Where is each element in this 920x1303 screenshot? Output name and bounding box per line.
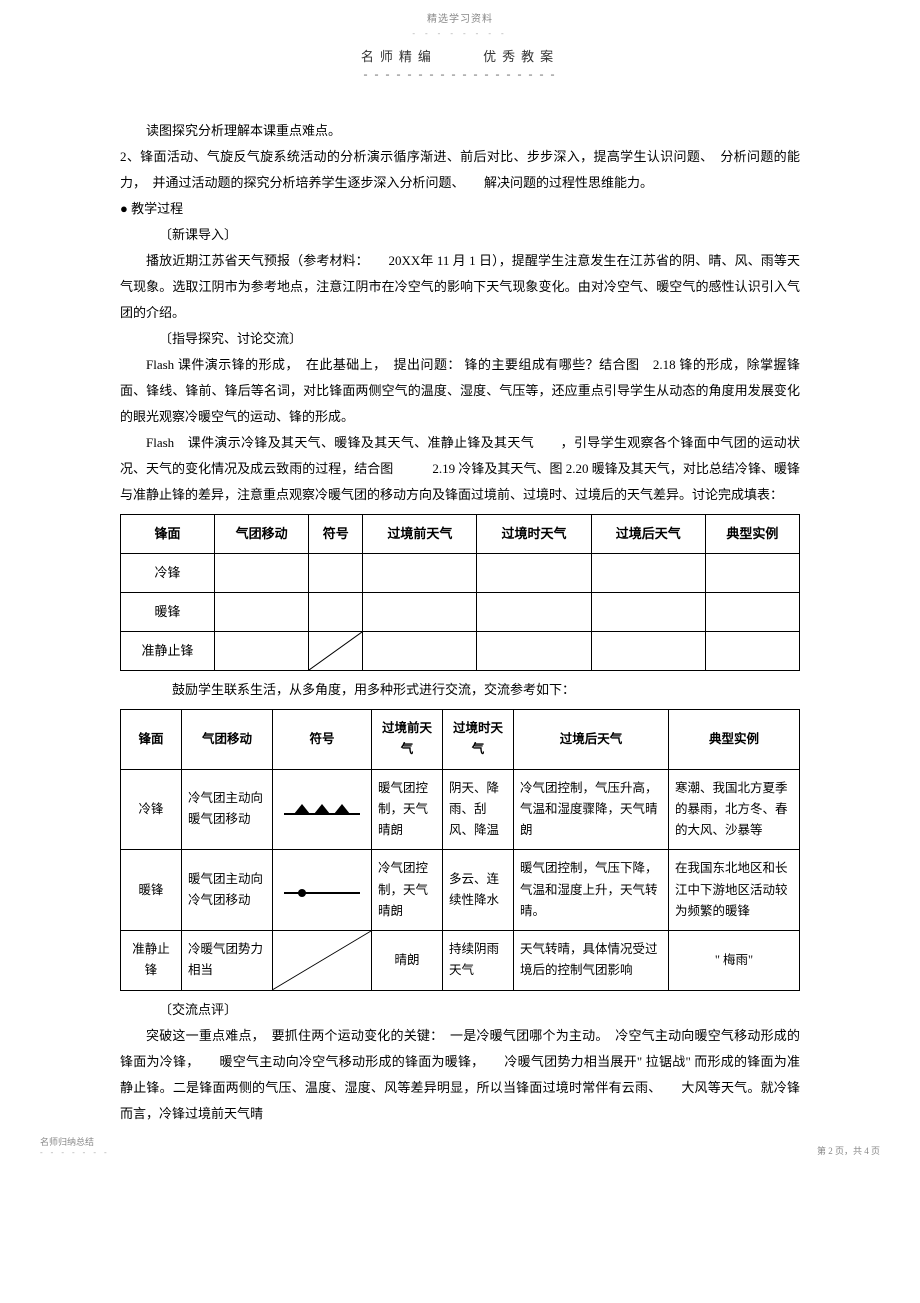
td: 天气转晴，具体情况受过境后的控制气团影响 [514,931,669,991]
td: 准静止锋 [121,931,182,991]
sub-header-right: 优秀教案 [483,49,559,64]
table-row: 锋面 气团移动 符号 过境前天气 过境时天气 过境后天气 典型实例 [121,515,800,554]
th: 气团移动 [182,710,273,770]
td: 在我国东北地区和长江中下游地区活动较为频繁的暖锋 [669,850,800,931]
section-review: 〔交流点评〕 [120,997,800,1023]
td: 阴天、降雨、刮风、降温 [443,769,514,850]
th: 过境前天气 [372,710,443,770]
table-row: 暖锋 暖气团主动向冷气团移动 冷气团控制，天气晴朗 多云、连续性降水 暖气团控制… [121,850,800,931]
th: 符号 [273,710,372,770]
th: 典型实例 [669,710,800,770]
para-encourage: 鼓励学生联系生活，从多角度，用多种形式进行交流，交流参考如下： [120,677,800,703]
td: 寒潮、我国北方夏季的暴雨，北方冬、春的大风、沙暴等 [669,769,800,850]
th: 过境前天气 [363,515,477,554]
th: 典型实例 [705,515,799,554]
table-row: 准静止锋 冷暖气团势力相当 晴朗 持续阴雨天气 天气转晴，具体情况受过境后的控制… [121,931,800,991]
para-intro: 读图探究分析理解本课重点难点。 [120,118,800,144]
para-broadcast: 播放近期江苏省天气预报（参考材料： 20XX年 11 月 1 日），提醒学生注意… [120,248,800,326]
decorative-dash: - - - - - - - - - - - - - - - - - - [120,67,800,82]
th: 锋面 [121,515,215,554]
table-row: 冷锋 冷气团主动向暖气团移动 暖气团控制，天气晴朗 阴天、降雨、刮风、降温 冷气… [121,769,800,850]
td: 冷气团控制，气压升高，气温和湿度骤降，天气晴朗 [514,769,669,850]
td: 冷气团控制，天气晴朗 [372,850,443,931]
td: 暖锋 [121,593,215,632]
th: 过境后天气 [591,515,705,554]
td: 冷气团主动向暖气团移动 [182,769,273,850]
footer-left-text: 名师归纳总结 [40,1135,110,1148]
td: " 梅雨" [669,931,800,991]
decorative-dots: - - - - - - - - [120,29,800,38]
td: 冷锋 [121,554,215,593]
td: 准静止锋 [121,632,215,671]
table-row: 暖锋 [121,593,800,632]
footer-page-number: 第 2 页，共 4 页 [817,1144,880,1157]
table-blank: 锋面 气团移动 符号 过境前天气 过境时天气 过境后天气 典型实例 冷锋 暖锋 … [120,514,800,671]
td: 暖气团控制，气压下降，气温和湿度上升，天气转晴。 [514,850,669,931]
td: 暖锋 [121,850,182,931]
th: 过境时天气 [477,515,591,554]
section-guide: 〔指导探究、讨论交流〕 [120,326,800,352]
table-row: 冷锋 [121,554,800,593]
td: 暖气团控制，天气晴朗 [372,769,443,850]
th: 过境时天气 [443,710,514,770]
cold-front-symbol [273,769,372,850]
body: 读图探究分析理解本课重点难点。 2、锋面活动、气旋反气旋系统活动的分析演示循序渐… [120,118,800,1127]
para-flash2: Flash 课件演示冷锋及其天气、暖锋及其天气、准静止锋及其天气 ，引导学生观察… [120,430,800,508]
td: 持续阴雨天气 [443,931,514,991]
td: 冷锋 [121,769,182,850]
footer-left: 名师归纳总结 - - - - - - - [40,1135,110,1157]
section-new-lesson: 〔新课导入〕 [120,222,800,248]
warm-front-symbol [273,850,372,931]
doc-sub-header: 名师精编 优秀教案 [120,46,800,65]
table-filled: 锋面 气团移动 符号 过境前天气 过境时天气 过境后天气 典型实例 冷锋 冷气团… [120,709,800,991]
th: 锋面 [121,710,182,770]
diagonal-cell [273,931,372,991]
th: 符号 [309,515,363,554]
td: 冷暖气团势力相当 [182,931,273,991]
para-flash1: Flash 课件演示锋的形成， 在此基础上， 提出问题： 锋的主要组成有哪些？结… [120,352,800,430]
td: 多云、连续性降水 [443,850,514,931]
td: 晴朗 [372,931,443,991]
td: 暖气团主动向冷气团移动 [182,850,273,931]
table-row: 锋面 气团移动 符号 过境前天气 过境时天气 过境后天气 典型实例 [121,710,800,770]
decorative-dots: - - - - - - - [40,1148,110,1157]
th: 气团移动 [215,515,309,554]
th: 过境后天气 [514,710,669,770]
bullet-teaching: ● 教学过程 [120,196,800,222]
para-item2: 2、锋面活动、气旋反气旋系统活动的分析演示循序渐进、前后对比、步步深入，提高学生… [120,144,800,196]
diagonal-cell [309,632,363,671]
page: 精选学习资料 - - - - - - - - 名师精编 优秀教案 - - - -… [0,0,920,1167]
sub-header-left: 名师精编 [361,49,437,64]
doc-top-label: 精选学习资料 [120,10,800,25]
para-breakthrough: 突破这一重点难点， 要抓住两个运动变化的关键： 一是冷暖气团哪个为主动。 冷空气… [120,1023,800,1127]
table-row: 准静止锋 [121,632,800,671]
